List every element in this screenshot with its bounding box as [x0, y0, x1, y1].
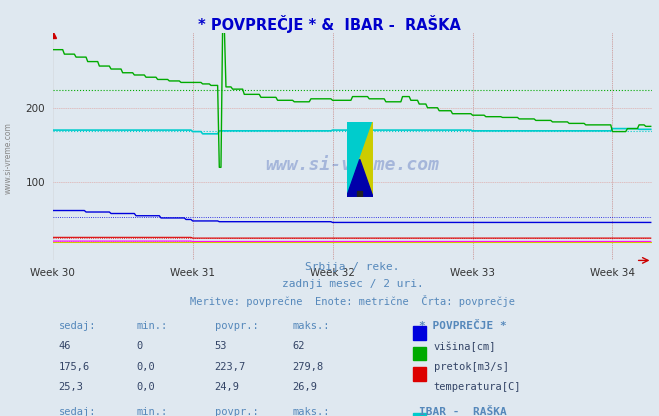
Polygon shape [347, 122, 360, 197]
Text: www.si-vreme.com: www.si-vreme.com [3, 122, 13, 194]
Text: 62: 62 [293, 342, 305, 352]
Text: 0,0: 0,0 [136, 362, 156, 372]
Bar [413, 367, 426, 381]
Bar [413, 347, 426, 360]
Text: 24,9: 24,9 [215, 382, 240, 392]
Text: * POVPREČJE * &  IBAR -  RAŠKA: * POVPREČJE * & IBAR - RAŠKA [198, 15, 461, 32]
Text: maks.:: maks.: [293, 321, 330, 331]
Text: maks.:: maks.: [293, 407, 330, 416]
Text: IBAR -  RAŠKA: IBAR - RAŠKA [418, 407, 506, 416]
Text: 175,6: 175,6 [59, 362, 90, 372]
Text: 223,7: 223,7 [215, 362, 246, 372]
Polygon shape [347, 122, 373, 159]
Text: zadnji mesec / 2 uri.: zadnji mesec / 2 uri. [281, 279, 424, 289]
Text: 0,0: 0,0 [136, 382, 156, 392]
Text: Srbija / reke.: Srbija / reke. [305, 262, 400, 272]
Text: sedaj:: sedaj: [59, 321, 96, 331]
Text: www.si-vreme.com: www.si-vreme.com [266, 156, 440, 174]
Text: sedaj:: sedaj: [59, 407, 96, 416]
Text: višina[cm]: višina[cm] [434, 342, 496, 352]
Bar [413, 326, 426, 340]
Text: 53: 53 [215, 342, 227, 352]
Polygon shape [357, 191, 362, 197]
Polygon shape [347, 159, 373, 197]
Text: pretok[m3/s]: pretok[m3/s] [434, 362, 509, 372]
Text: temperatura[C]: temperatura[C] [434, 382, 521, 392]
Text: Meritve: povprečne  Enote: metrične  Črta: povprečje: Meritve: povprečne Enote: metrične Črta:… [190, 295, 515, 307]
Text: 26,9: 26,9 [293, 382, 318, 392]
Text: min.:: min.: [136, 407, 168, 416]
Text: min.:: min.: [136, 321, 168, 331]
Text: povpr.:: povpr.: [215, 407, 258, 416]
Polygon shape [360, 122, 373, 197]
Text: 279,8: 279,8 [293, 362, 324, 372]
Text: povpr.:: povpr.: [215, 321, 258, 331]
Text: 46: 46 [59, 342, 71, 352]
Text: * POVPREČJE *: * POVPREČJE * [418, 321, 506, 331]
Text: 0: 0 [136, 342, 143, 352]
Text: 25,3: 25,3 [59, 382, 84, 392]
Bar [413, 413, 426, 416]
